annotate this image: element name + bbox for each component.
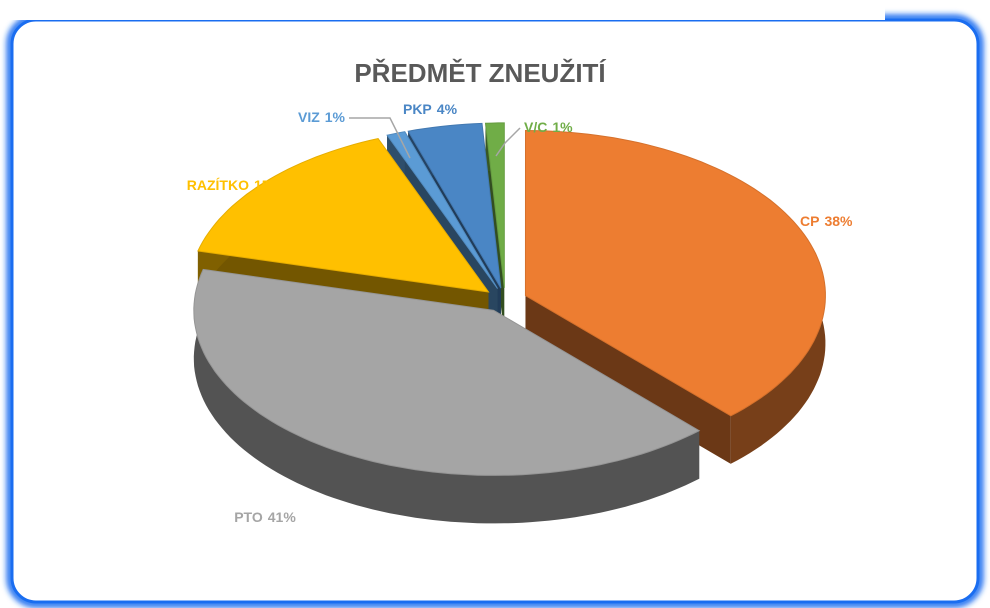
data-label: PKP 4% [403,101,458,117]
label-category: RAZÍTKO [187,177,249,193]
data-label: V/C 1% [524,119,573,135]
slice [193,268,701,476]
label-value: 38% [824,213,853,229]
chart-title: PŘEDMĚT ZNEUŽITÍ [354,58,606,88]
data-label: PTO 41% [234,509,296,525]
label-category: PTO [234,509,263,525]
label-category: VIZ [298,109,320,125]
label-value: 1% [325,109,346,125]
label-category: V/C [524,119,547,135]
label-category: PKP [403,101,432,117]
data-label: RAZÍTKO 15% [187,177,283,193]
slice [524,129,826,417]
label-value: 1% [552,119,573,135]
slice [407,122,502,289]
label-value: 4% [437,101,458,117]
leader-line [349,117,411,159]
label-value: 15% [254,177,283,193]
leader-line [495,127,521,157]
data-label: CP 38% [800,213,853,229]
slice [484,122,505,288]
label-category: CP [800,213,819,229]
slice-wall [193,269,700,524]
data-label: VIZ 1% [298,109,346,125]
label-value: 41% [268,509,297,525]
top-bar [0,0,885,20]
slice [197,138,490,293]
pie-3d [193,122,826,524]
slice [386,131,498,289]
